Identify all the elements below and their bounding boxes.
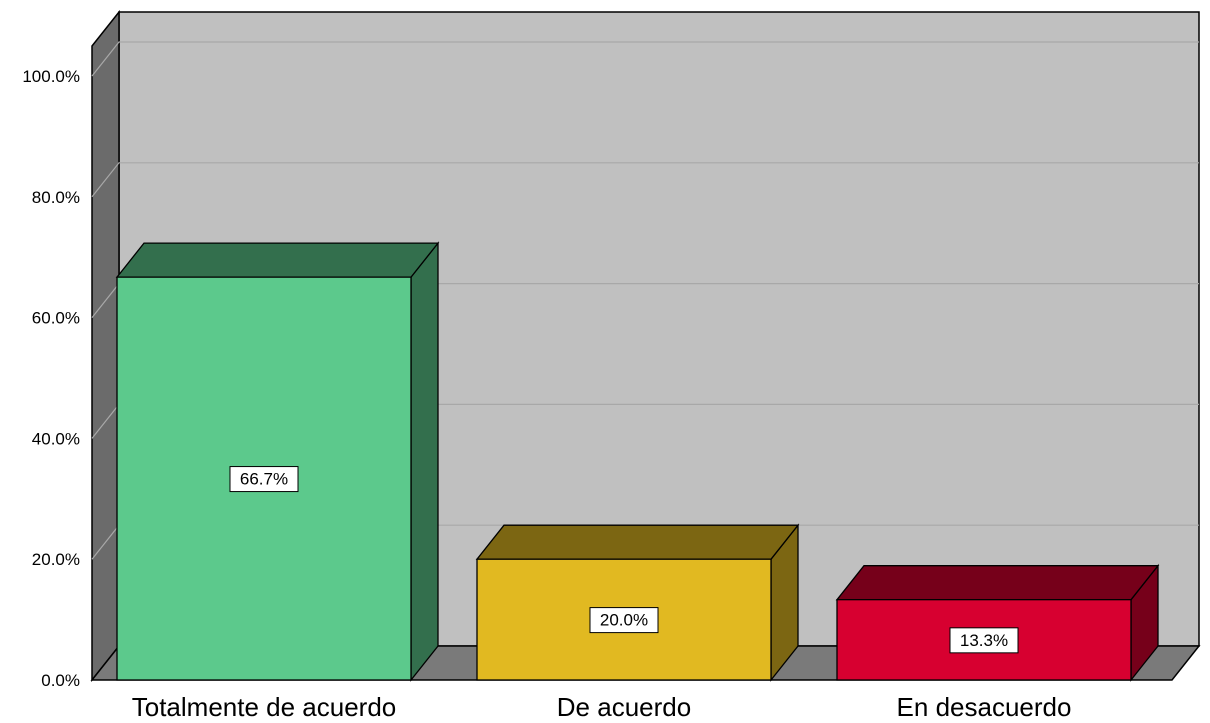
bar-top <box>115 242 440 278</box>
y-tick-label: 100.0% <box>22 67 80 86</box>
bar: 20.0% <box>475 523 800 682</box>
x-axis-ticks: Totalmente de acuerdo De acuerdo En desacu… <box>132 692 1072 722</box>
y-tick-label: 0.0% <box>41 671 80 690</box>
data-label: 20.0% <box>600 611 648 630</box>
x-tick-label: Totalmente de acuerdo <box>132 692 397 722</box>
y-axis-ticks: 0.0% 20.0% 40.0% 60.0% 80.0% 100.0% <box>22 67 80 690</box>
gridline <box>91 41 1199 77</box>
x-tick-label: En desacuerdo <box>897 692 1072 722</box>
data-label: 66.7% <box>240 470 288 489</box>
side-wall <box>91 9 120 683</box>
gridline <box>91 162 1199 198</box>
bar: 13.3% <box>835 563 1160 682</box>
bar-top <box>475 524 800 560</box>
y-tick-label: 40.0% <box>32 429 80 448</box>
bar: 66.7% <box>115 241 440 682</box>
data-label-box <box>589 607 659 634</box>
bar-top <box>835 565 1160 601</box>
data-label: 13.3% <box>960 631 1008 650</box>
data-label-box <box>229 466 299 493</box>
bar-side <box>410 241 439 682</box>
y-tick-label: 80.0% <box>32 188 80 207</box>
y-tick-label: 20.0% <box>32 550 80 569</box>
data-label-box <box>949 627 1019 654</box>
y-tick-label: 60.0% <box>32 309 80 328</box>
bars: 66.7% 20.0% 13.3% <box>115 241 1160 682</box>
x-tick-label: De acuerdo <box>557 692 691 722</box>
